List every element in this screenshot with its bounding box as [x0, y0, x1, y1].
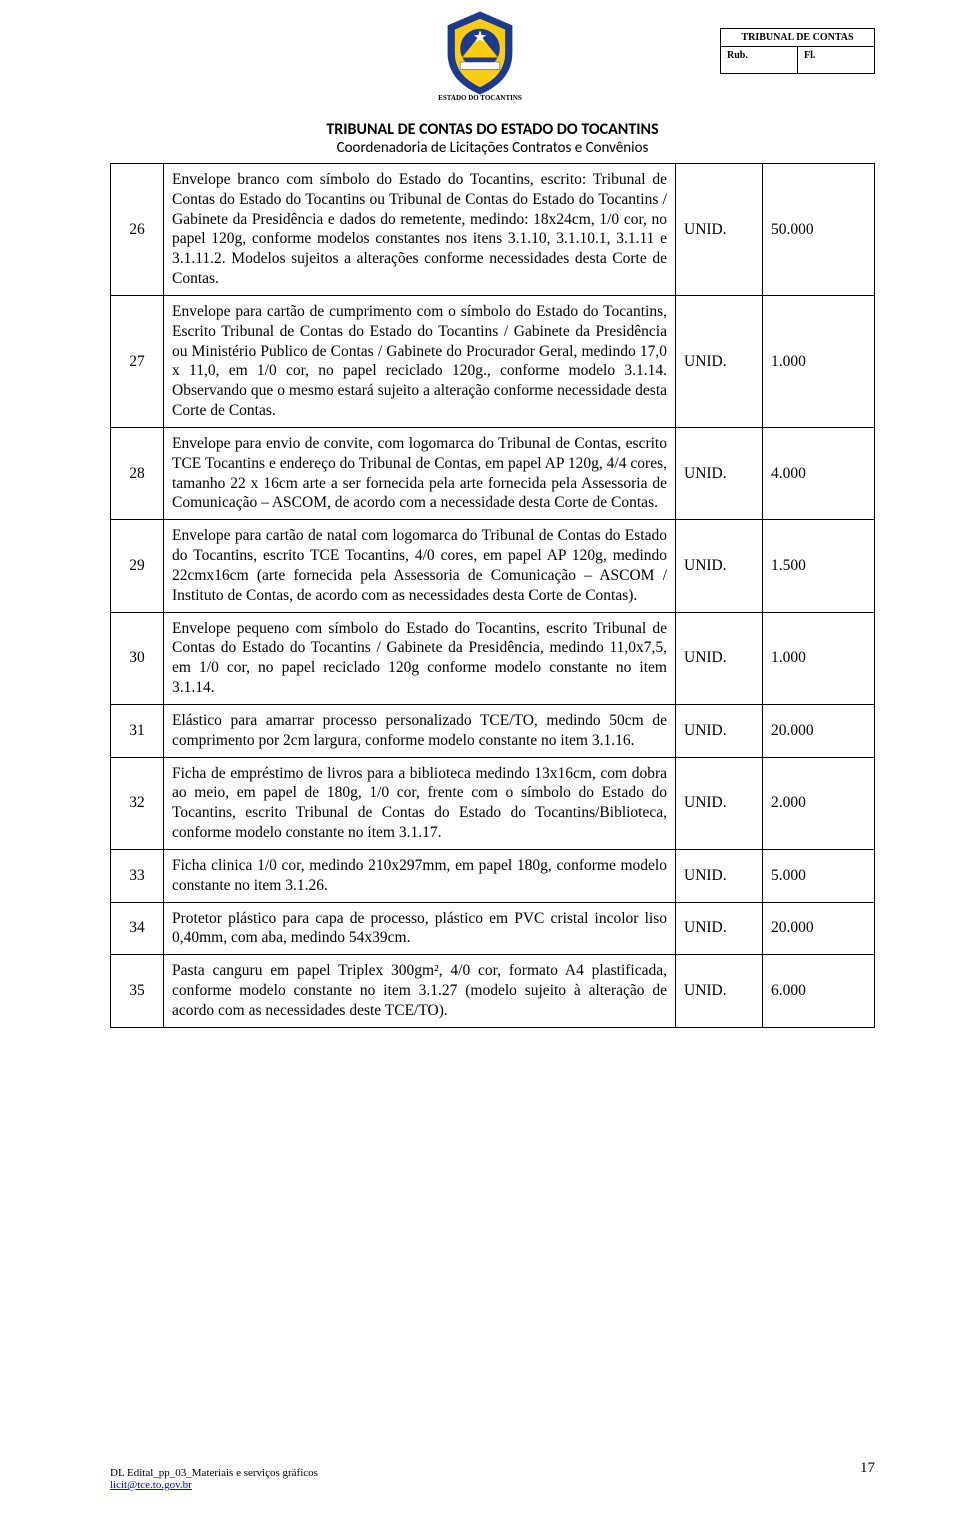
- state-logo: ESTADO DO TOCANTINS: [435, 8, 525, 102]
- item-quantity: 20.000: [763, 704, 875, 757]
- item-unit: UNID.: [676, 164, 763, 296]
- item-description: Envelope para cartão de cumprimento com …: [164, 295, 676, 427]
- table-row: 26Envelope branco com símbolo do Estado …: [111, 164, 875, 296]
- item-description: Envelope branco com símbolo do Estado do…: [164, 164, 676, 296]
- item-description: Ficha de empréstimo de livros para a bib…: [164, 757, 676, 849]
- item-number: 26: [111, 164, 164, 296]
- item-number: 29: [111, 520, 164, 612]
- table-row: 32Ficha de empréstimo de livros para a b…: [111, 757, 875, 849]
- document-title: TRIBUNAL DE CONTAS DO ESTADO DO TOCANTIN…: [110, 120, 875, 139]
- table-row: 30Envelope pequeno com símbolo do Estado…: [111, 612, 875, 704]
- document-subtitle: Coordenadoria de Licitações Contratos e …: [110, 139, 875, 157]
- item-number: 35: [111, 955, 164, 1027]
- item-number: 31: [111, 704, 164, 757]
- item-unit: UNID.: [676, 295, 763, 427]
- item-quantity: 5.000: [763, 849, 875, 902]
- item-unit: UNID.: [676, 612, 763, 704]
- items-table: 26Envelope branco com símbolo do Estado …: [110, 163, 875, 1028]
- item-quantity: 50.000: [763, 164, 875, 296]
- coat-of-arms-icon: [435, 8, 525, 98]
- item-quantity: 6.000: [763, 955, 875, 1027]
- item-quantity: 20.000: [763, 902, 875, 955]
- item-unit: UNID.: [676, 902, 763, 955]
- table-row: 35Pasta canguru em papel Triplex 300gm²,…: [111, 955, 875, 1027]
- item-quantity: 2.000: [763, 757, 875, 849]
- header-stamp-title: TRIBUNAL DE CONTAS: [721, 29, 874, 47]
- item-number: 33: [111, 849, 164, 902]
- item-description: Envelope pequeno com símbolo do Estado d…: [164, 612, 676, 704]
- item-number: 27: [111, 295, 164, 427]
- header-stamp-rub: Rub.: [721, 47, 798, 73]
- footer-doc-ref: DL Edital_pp_03_Materiais e serviços grá…: [110, 1467, 875, 1479]
- item-unit: UNID.: [676, 757, 763, 849]
- item-description: Envelope para cartão de natal com logoma…: [164, 520, 676, 612]
- item-unit: UNID.: [676, 427, 763, 519]
- item-number: 30: [111, 612, 164, 704]
- item-description: Elástico para amarrar processo personali…: [164, 704, 676, 757]
- page-footer: DL Edital_pp_03_Materiais e serviços grá…: [110, 1467, 875, 1491]
- item-description: Pasta canguru em papel Triplex 300gm², 4…: [164, 955, 676, 1027]
- footer-email: licit@tce.to.gov.br: [110, 1479, 192, 1491]
- table-row: 31Elástico para amarrar processo persona…: [111, 704, 875, 757]
- document-title-block: TRIBUNAL DE CONTAS DO ESTADO DO TOCANTIN…: [110, 120, 875, 157]
- table-row: 33Ficha clinica 1/0 cor, medindo 210x297…: [111, 849, 875, 902]
- logo-label: ESTADO DO TOCANTINS: [435, 94, 525, 102]
- item-quantity: 1.000: [763, 295, 875, 427]
- item-quantity: 1.000: [763, 612, 875, 704]
- item-quantity: 4.000: [763, 427, 875, 519]
- item-quantity: 1.500: [763, 520, 875, 612]
- item-description: Ficha clinica 1/0 cor, medindo 210x297mm…: [164, 849, 676, 902]
- item-unit: UNID.: [676, 520, 763, 612]
- table-row: 27Envelope para cartão de cumprimento co…: [111, 295, 875, 427]
- table-row: 28Envelope para envio de convite, com lo…: [111, 427, 875, 519]
- table-row: 34Protetor plástico para capa de process…: [111, 902, 875, 955]
- item-unit: UNID.: [676, 955, 763, 1027]
- item-unit: UNID.: [676, 704, 763, 757]
- item-description: Protetor plástico para capa de processo,…: [164, 902, 676, 955]
- item-number: 32: [111, 757, 164, 849]
- page-number: 17: [860, 1460, 875, 1477]
- table-row: 29Envelope para cartão de natal com logo…: [111, 520, 875, 612]
- item-description: Envelope para envio de convite, com logo…: [164, 427, 676, 519]
- item-unit: UNID.: [676, 849, 763, 902]
- header-stamp-fl: Fl.: [798, 47, 874, 73]
- header-stamp-box: TRIBUNAL DE CONTAS Rub. Fl.: [720, 28, 875, 74]
- item-number: 28: [111, 427, 164, 519]
- item-number: 34: [111, 902, 164, 955]
